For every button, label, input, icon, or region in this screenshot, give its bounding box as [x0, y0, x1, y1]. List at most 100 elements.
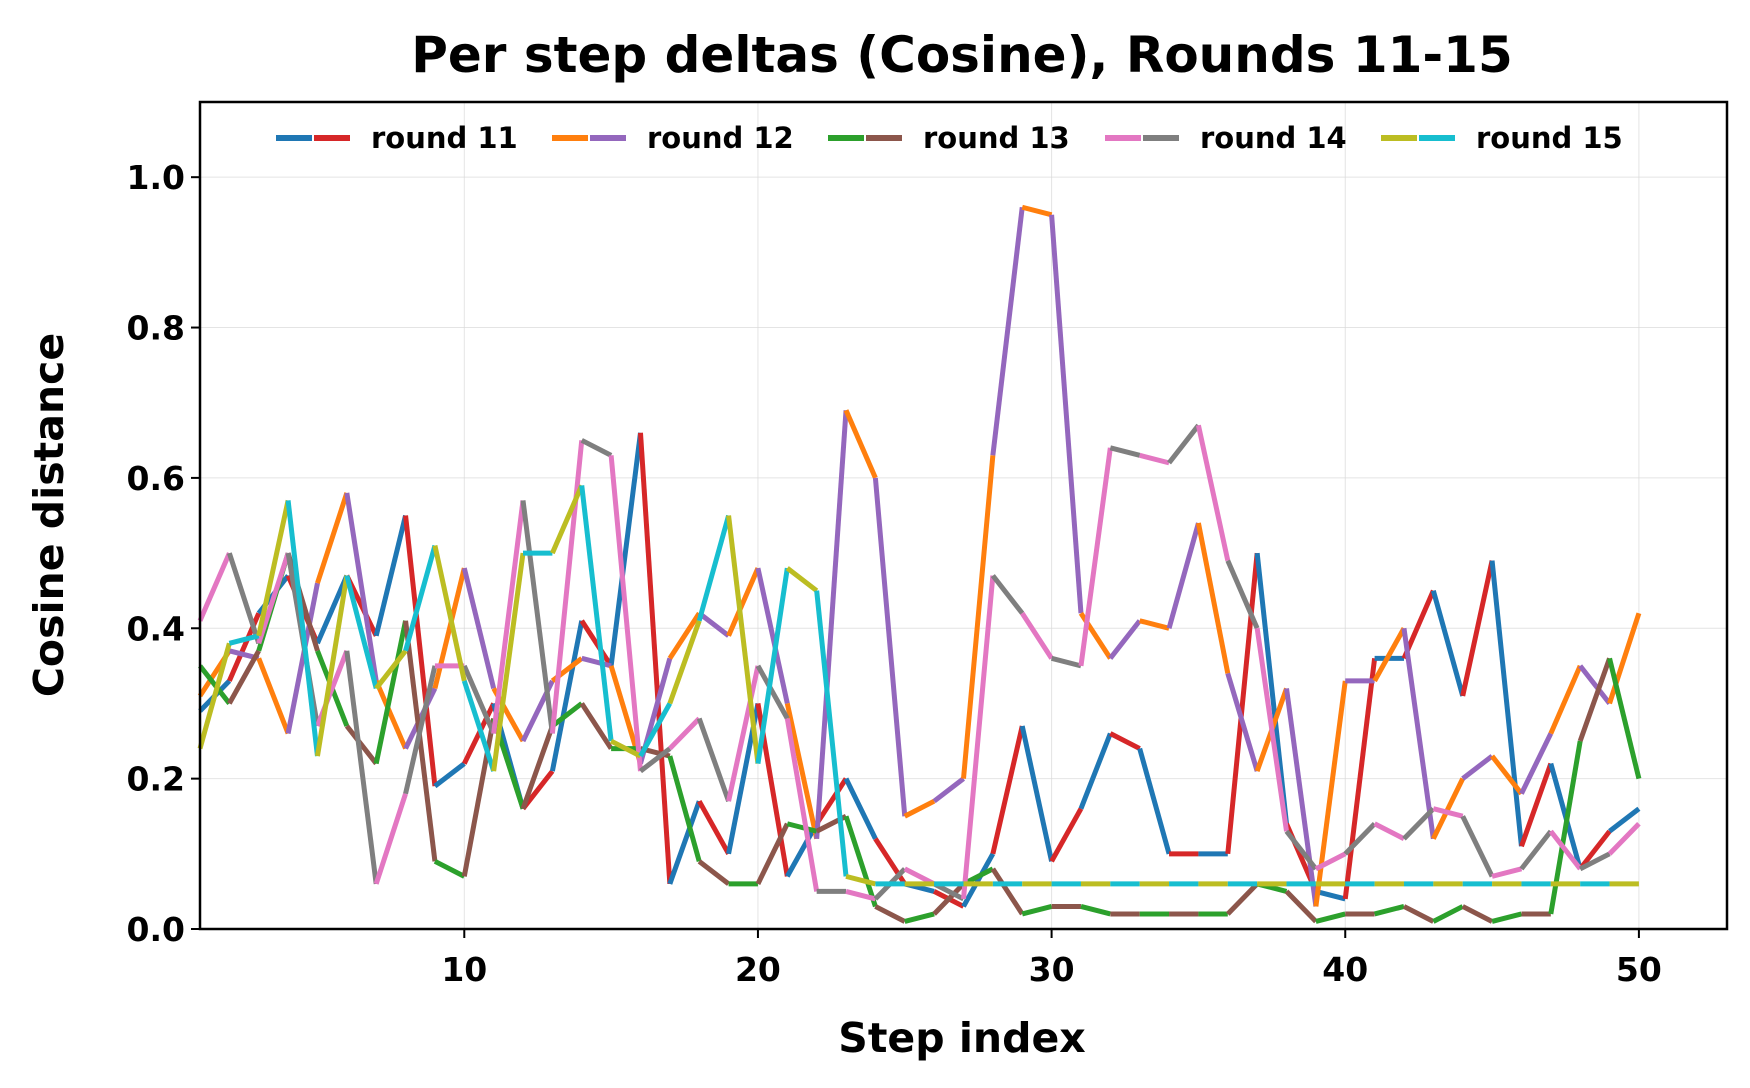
series-14-segment-45	[1519, 829, 1553, 871]
series-12-segment-5	[344, 492, 379, 682]
series-12-segment-3	[285, 582, 320, 735]
series-15-segment-18	[726, 515, 761, 764]
series-11-segment-7	[403, 515, 438, 787]
series-lines	[197, 204, 1642, 924]
y-tick-label-1: 0.2	[127, 760, 185, 799]
series-13-segment-6	[373, 620, 409, 765]
series-15-segment-1	[228, 633, 260, 646]
series-13-segment-13	[579, 702, 614, 750]
legend-label-3: round 14	[1200, 121, 1347, 155]
series-11-segment-29	[1049, 807, 1084, 863]
series-14-segment-5	[344, 650, 379, 885]
series-12-segment-43	[1461, 754, 1494, 781]
series-11-segment-21	[814, 777, 849, 826]
series-11-segment-8	[433, 761, 466, 789]
series-14-segment-0	[197, 552, 232, 622]
series-13-segment-8	[433, 859, 466, 879]
legend: round 11 round 12 round 13 round 14 round 15	[276, 121, 1623, 155]
y-tick-label-0: 0.0	[127, 910, 185, 949]
x-axis-ticks: 10 20 30 40 50	[441, 929, 1662, 989]
series-15-segment-9	[461, 680, 497, 772]
series-11-segment-26	[961, 852, 996, 908]
series-13-segment-26	[962, 866, 995, 887]
series-15-segment-3	[285, 500, 320, 757]
series-14-segment-47	[1579, 851, 1611, 872]
series-12-segment-6	[373, 679, 408, 750]
series-12-segment-40	[1372, 627, 1407, 683]
series-13-segment-17	[697, 859, 731, 886]
series-12-segment-4	[315, 492, 350, 584]
series-14-segment-14	[608, 455, 643, 772]
plot-frame	[198, 100, 1729, 931]
series-11-segment-17	[697, 799, 731, 856]
series-11-segment-48	[1608, 806, 1641, 834]
series-12-segment-29	[1049, 214, 1084, 614]
series-15-segment-20	[785, 566, 819, 593]
series-11-segment-15	[637, 432, 673, 885]
series-15-segment-22	[845, 873, 877, 887]
series-13-segment-41	[1402, 904, 1435, 924]
series-13-segment-0	[198, 664, 232, 705]
x-tick-label-3: 40	[1322, 950, 1368, 989]
series-12-segment-27	[990, 206, 1025, 456]
y-tick-label-2: 0.4	[127, 609, 185, 648]
series-13-segment-44	[1491, 911, 1523, 924]
series-12-segment-17	[697, 611, 731, 638]
series-12-segment-41	[1401, 627, 1436, 840]
series-15-segment-8	[432, 545, 467, 682]
series-11-segment-4	[315, 574, 350, 645]
series-14-segment-40	[1373, 821, 1406, 842]
legend-label-0: round 11	[371, 121, 518, 155]
series-14-segment-42	[1432, 806, 1464, 819]
series-12-segment-16	[667, 611, 702, 660]
series-14-segment-26	[961, 575, 996, 900]
plot-area	[200, 102, 1727, 929]
series-11-segment-36	[1254, 552, 1290, 825]
series-11-segment-45	[1519, 762, 1554, 848]
series-11-segment-35	[1225, 552, 1260, 855]
series-12-segment-21	[814, 410, 849, 839]
series-11-segment-31	[1109, 731, 1141, 751]
series-12-segment-33	[1166, 522, 1201, 629]
series-14-segment-15	[638, 746, 672, 774]
series-11-segment-47	[1578, 829, 1612, 871]
series-12-segment-31	[1108, 619, 1142, 660]
series-13-segment-28	[1021, 904, 1053, 917]
series-12-segment-34	[1195, 522, 1231, 674]
x-axis-label: Step index	[838, 1014, 1085, 1062]
series-14-segment-43	[1460, 815, 1495, 878]
series-12-segment-18	[726, 567, 761, 637]
series-15	[197, 484, 1639, 887]
series-14-segment-32	[1139, 452, 1170, 466]
x-tick-label-0: 10	[441, 950, 487, 989]
series-15-segment-7	[403, 544, 438, 652]
series-14-segment-38	[1314, 851, 1347, 872]
y-tick-label-5: 1.0	[127, 158, 185, 197]
series-15-segment-13	[579, 485, 614, 742]
y-axis-label: Cosine distance	[25, 333, 73, 697]
series-15-segment-15	[638, 702, 673, 758]
series-13-segment-43	[1461, 904, 1494, 924]
series-14-segment-18	[726, 665, 761, 802]
y-tick-label-4: 0.8	[127, 309, 185, 348]
series-14-segment-12	[549, 440, 585, 734]
series-13-segment-27	[990, 867, 1025, 916]
series-14-segment-44	[1491, 866, 1523, 879]
series-13-segment-22	[843, 815, 878, 908]
series-13-segment-48	[1607, 657, 1642, 780]
series-11-segment-12	[549, 620, 585, 772]
series-14-segment-29	[1050, 655, 1082, 669]
series-13-segment-11	[520, 725, 555, 810]
series-11-segment-32	[1137, 747, 1172, 855]
series-13-segment-16	[667, 755, 702, 863]
series-13-segment-35	[1225, 882, 1259, 916]
series-11-segment-16	[667, 800, 702, 885]
series-15-segment-21	[814, 590, 849, 877]
series-14-segment-46	[1548, 829, 1583, 871]
series-14-segment-16	[668, 716, 702, 751]
series-14-segment-27	[990, 574, 1025, 615]
series-13-segment-12	[550, 701, 584, 728]
series-12-segment-35	[1225, 672, 1260, 772]
series-15-segment-19	[755, 567, 790, 764]
